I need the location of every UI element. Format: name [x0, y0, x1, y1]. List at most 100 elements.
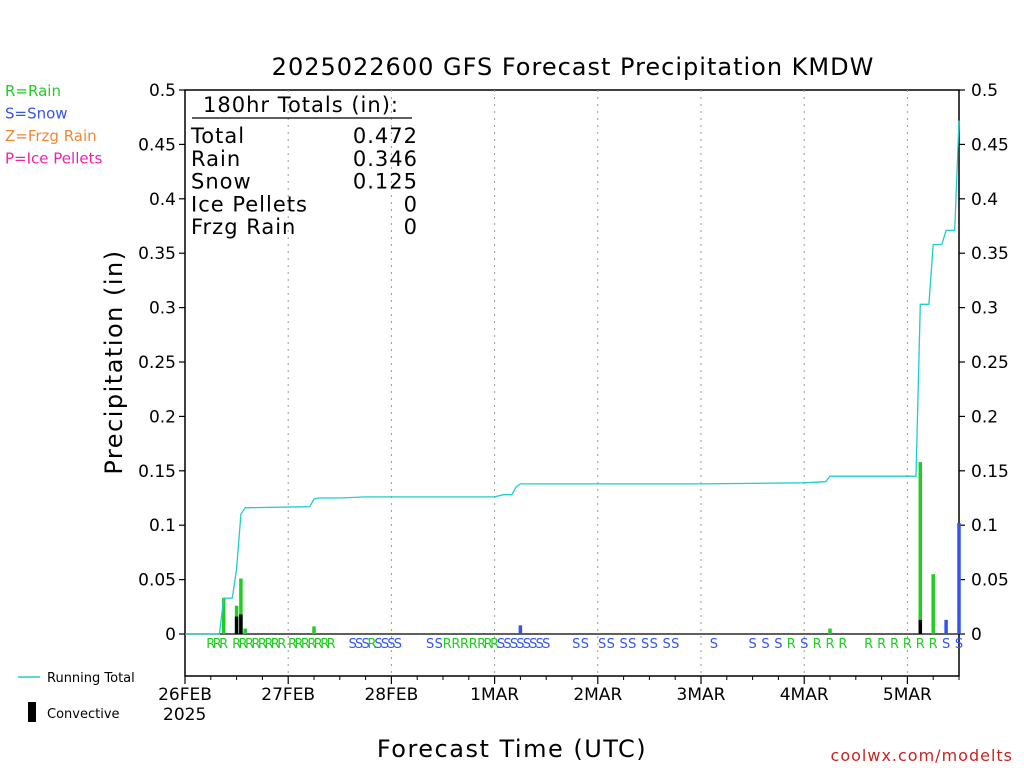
ptype-marker: S — [641, 637, 649, 652]
ptype-marker: R — [451, 637, 460, 652]
precip-bar — [312, 626, 316, 634]
convective-bars — [234, 614, 923, 634]
precip-bar — [518, 625, 523, 634]
ptype-marker: R — [294, 637, 303, 652]
x-tick-label-28FEB: 28FEB — [364, 685, 418, 705]
totals-value: 0.472 — [353, 124, 418, 148]
ptype-marker: R — [490, 637, 499, 652]
y-tick-label-right: 0.35 — [971, 244, 1009, 264]
ptype-marker: R — [288, 637, 297, 652]
ptype-marker: S — [662, 637, 670, 652]
ptype-marker: S — [536, 637, 544, 652]
totals-label: Ice Pellets — [191, 192, 308, 216]
y-tick-label-right: 0.25 — [971, 353, 1009, 373]
ptype-marker: S — [435, 637, 443, 652]
y-tick-label-left: 0.05 — [138, 571, 176, 591]
precip-bars — [221, 462, 961, 634]
ptype-marker: R — [864, 637, 873, 652]
totals-value: 0.346 — [353, 147, 418, 171]
y-tick-label-left: 0.2 — [149, 407, 176, 427]
type-legend-P: P=Ice Pellets — [5, 150, 102, 168]
ptype-marker: R — [239, 637, 248, 652]
totals-label: Rain — [191, 147, 241, 171]
y-tick-label-right: 0.3 — [971, 299, 998, 319]
ptype-marker: S — [497, 637, 505, 652]
totals-value: 0 — [404, 192, 418, 216]
y-tick-label-left: 0.15 — [138, 462, 176, 482]
totals-value: 0.125 — [353, 170, 418, 194]
convective-legend-label: Convective — [47, 707, 120, 722]
ptype-marker: R — [877, 637, 886, 652]
ptype-marker: S — [710, 637, 718, 652]
y-tick-label-right: 0.15 — [971, 462, 1009, 482]
type-legend-Z: Z=Frzg Rain — [5, 127, 97, 145]
convective-bar — [918, 619, 923, 634]
y-tick-label-left: 0.45 — [138, 135, 176, 155]
x-axis: 26FEB 27FEB 28FEB 1MAR 2MAR 3MAR 4MAR 5MAR — [158, 676, 960, 705]
precip-type-legend: R=Rain S=Snow Z=Frzg Rain P=Ice Pellets — [5, 82, 102, 168]
ptype-marker: S — [748, 637, 756, 652]
ptype-marker: R — [929, 637, 938, 652]
y-tick-label-right: 0.5 — [971, 81, 998, 101]
ptype-marker: R — [469, 637, 478, 652]
x-tick-label-3MAR: 3MAR — [677, 685, 726, 705]
ptype-marker: S — [774, 637, 782, 652]
ptype-marker: R — [307, 637, 316, 652]
totals-value: 0 — [404, 215, 418, 239]
ptype-marker: R — [916, 637, 925, 652]
totals-box: 180hr Totals (in): Total 0.472 Rain 0.346 Sn… — [190, 93, 418, 239]
ptype-marker: S — [800, 637, 808, 652]
ptype-marker: S — [355, 637, 363, 652]
ptype-marker: S — [426, 637, 434, 652]
x-tick-label-4MAR: 4MAR — [780, 685, 829, 705]
ptype-marker: S — [349, 637, 357, 652]
precip-bar — [957, 523, 961, 634]
ptype-marker: R — [838, 637, 847, 652]
x-tick-label-2MAR: 2MAR — [573, 685, 622, 705]
ptype-marker: S — [516, 637, 524, 652]
type-legend-R: R=Rain — [5, 82, 61, 100]
ptype-marker: S — [503, 637, 511, 652]
ptype-marker: S — [529, 637, 537, 652]
y-tick-label-right: 0.4 — [971, 190, 998, 210]
y-axis-left: 0 0.05 0.1 0.15 0.2 0.25 0.3 0.35 0.4 0.45 0.5 — [138, 81, 185, 645]
ptype-marker: S — [955, 637, 963, 652]
ptype-marker: R — [477, 637, 486, 652]
ptype-marker: R — [277, 637, 286, 652]
running-total-legend-label: Running Total — [47, 671, 135, 686]
y-tick-label-left: 0.25 — [138, 353, 176, 373]
y-tick-label-right: 0.1 — [971, 516, 998, 536]
precip-bar — [828, 628, 832, 634]
precip-bar — [944, 619, 948, 634]
ptype-marker: S — [387, 637, 395, 652]
ptype-marker: R — [206, 637, 215, 652]
ptype-marker: S — [381, 637, 389, 652]
ptype-marker: R — [484, 637, 493, 652]
credit-text: coolwx.com/modelts — [831, 746, 1013, 765]
ptype-marker: S — [650, 637, 658, 652]
ptype-marker: R — [264, 637, 273, 652]
y-tick-label-left: 0.5 — [149, 81, 176, 101]
totals-label: Snow — [191, 170, 252, 194]
plot-frame — [184, 89, 960, 677]
x-tick-label-5MAR: 5MAR — [883, 685, 932, 705]
y-tick-label-left: 0.4 — [149, 190, 176, 210]
y-tick-label-left: 0.35 — [138, 244, 176, 264]
ptype-marker: R — [301, 637, 310, 652]
ptype-marker: R — [890, 637, 899, 652]
ptype-marker: R — [903, 637, 912, 652]
ptype-marker: R — [314, 637, 323, 652]
x-tick-label-26FEB: 26FEB — [158, 685, 212, 705]
y-tick-label-left: 0 — [165, 625, 176, 645]
ptype-marker: R — [245, 637, 254, 652]
ptype-marker: R — [271, 637, 280, 652]
precip-bar — [239, 578, 243, 634]
ptype-marker: R — [813, 637, 822, 652]
ptype-marker: R — [213, 637, 222, 652]
totals-label: Frzg Rain — [191, 215, 296, 239]
y-axis-right: 0 0.05 0.1 0.15 0.2 0.25 0.3 0.35 0.4 0.45 0.5 — [959, 81, 1009, 645]
ptype-marker: R — [232, 637, 241, 652]
year-label: 2025 — [163, 705, 206, 725]
convective-legend-swatch — [28, 702, 36, 722]
ptype-marker: S — [510, 637, 518, 652]
